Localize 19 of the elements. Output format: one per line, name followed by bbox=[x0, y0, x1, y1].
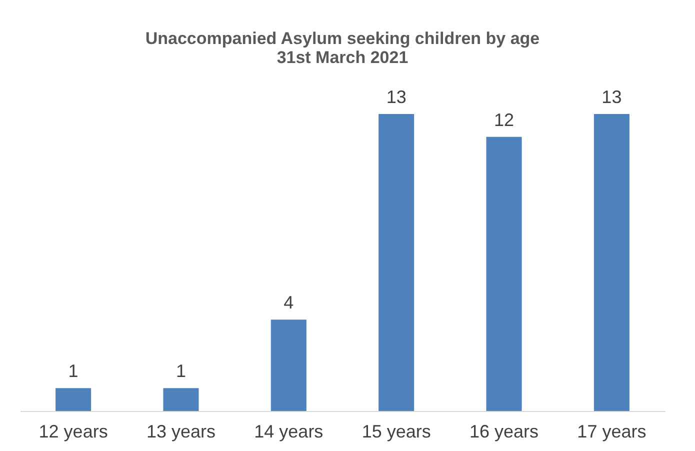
bar bbox=[163, 388, 199, 411]
data-label: 1 bbox=[68, 361, 78, 382]
x-tick-label: 12 years bbox=[38, 422, 108, 442]
data-label: 12 bbox=[494, 110, 514, 130]
x-tick-label: 15 years bbox=[362, 422, 431, 442]
x-tick-label: 16 years bbox=[469, 422, 539, 442]
bar bbox=[56, 388, 92, 411]
data-label: 1 bbox=[176, 361, 186, 382]
bar bbox=[486, 136, 522, 411]
bar bbox=[270, 320, 306, 411]
bar bbox=[378, 114, 414, 411]
data-label: 13 bbox=[602, 87, 622, 107]
data-label: 13 bbox=[386, 87, 406, 107]
bar bbox=[594, 114, 630, 411]
x-tick-label: 14 years bbox=[254, 422, 324, 442]
x-tick-label: 13 years bbox=[146, 422, 216, 442]
x-tick-label: 17 years bbox=[577, 422, 646, 442]
chart-title: Unaccompanied Asylum seeking children by age 31st March 2021 bbox=[145, 29, 540, 67]
data-label: 4 bbox=[284, 292, 294, 313]
